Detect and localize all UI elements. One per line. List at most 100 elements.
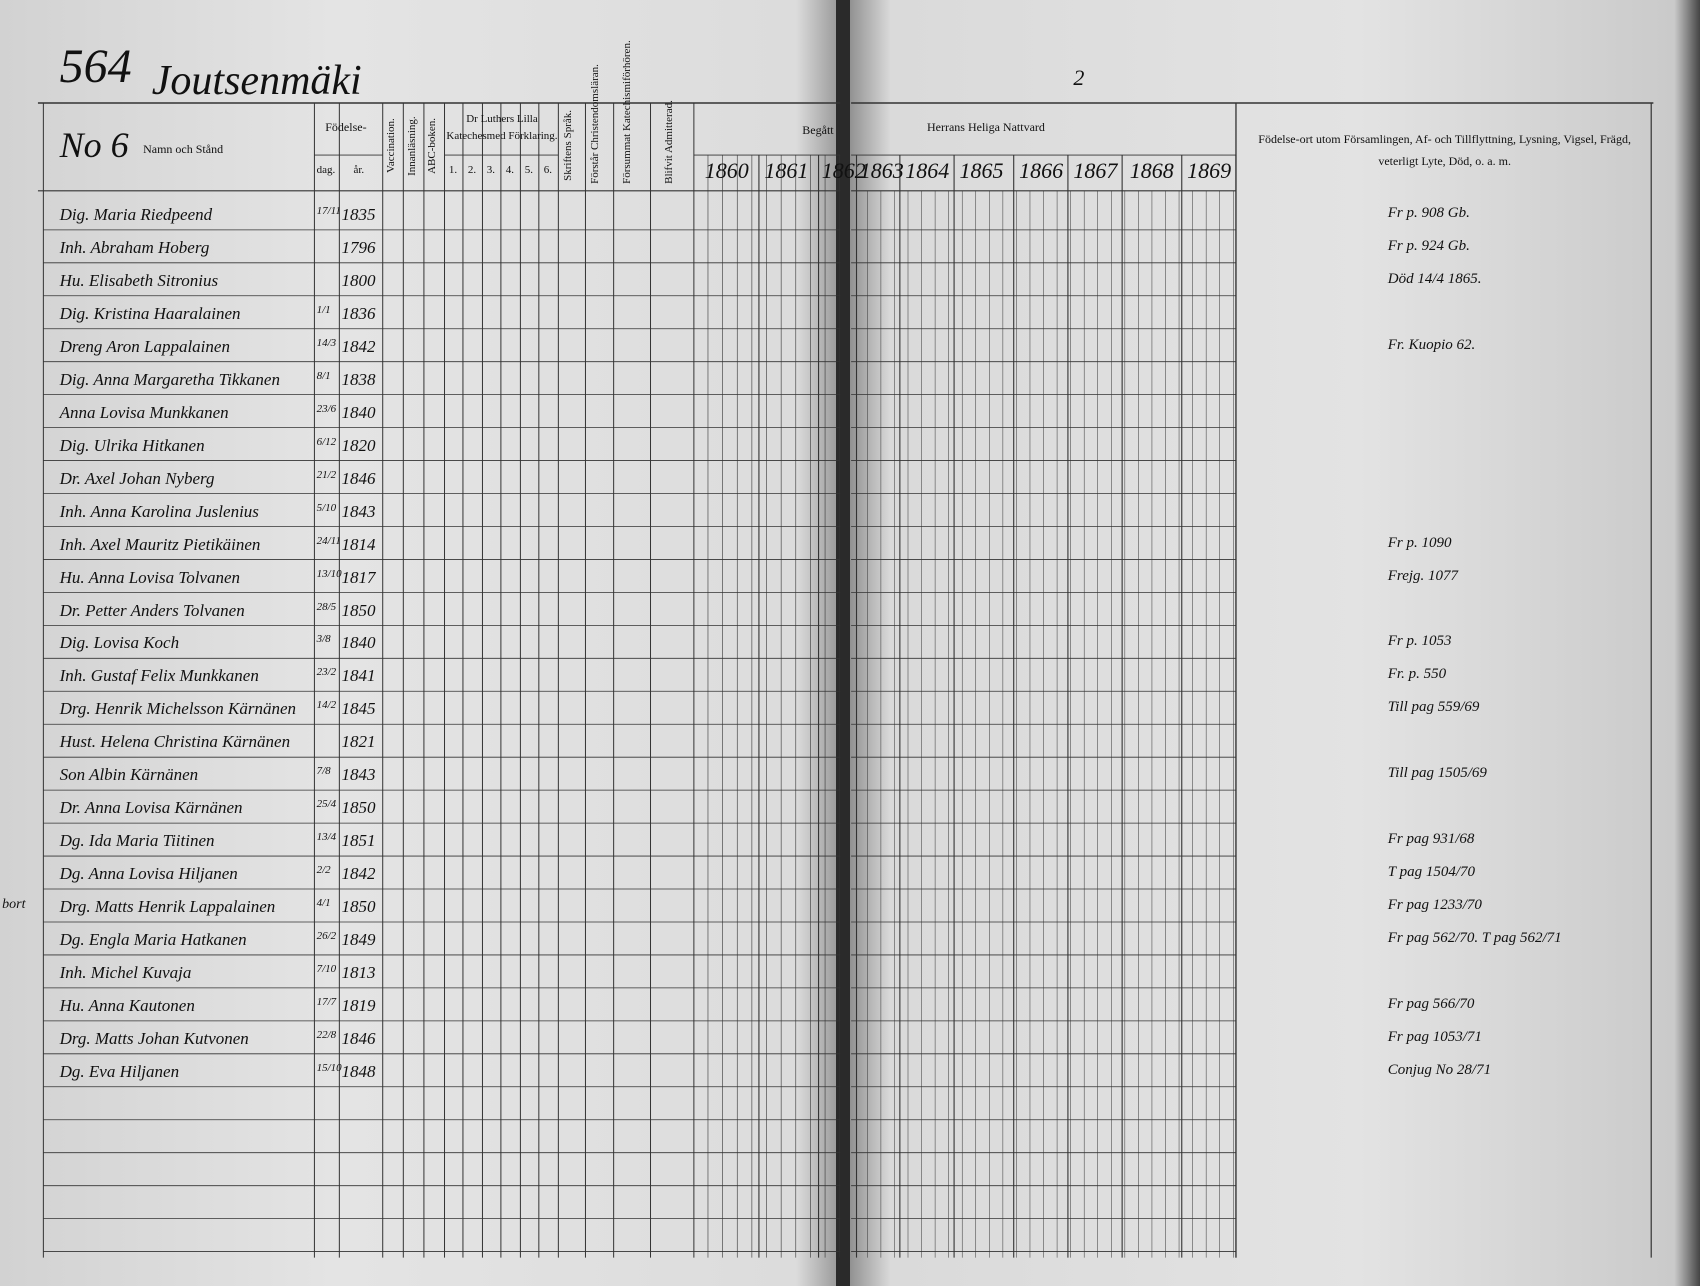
column-scripture: Skriftens Språk. (561, 110, 574, 182)
remark-note: Fr p. 1053 (1387, 633, 1452, 650)
person-name: Dr. Anna Lovisa Kärnänen (59, 798, 243, 818)
left-page (0, 0, 838, 1286)
birth-year: 1841 (341, 666, 376, 686)
birth-day: 26/2 (316, 930, 337, 943)
remark-note: Frejg. 1077 (1387, 567, 1459, 584)
remark-note: Fr pag 1233/70 (1387, 897, 1482, 914)
person-name: Drg. Matts Henrik Lappalainen (59, 897, 276, 917)
column-christendom: Förstår Christendomsläran. (588, 64, 601, 185)
birth-year: 1849 (341, 930, 376, 950)
birth-day: 5/10 (316, 501, 337, 514)
luther-part: 2. (467, 163, 477, 176)
birth-year: 1817 (341, 567, 376, 587)
birth-year: 1819 (341, 996, 376, 1015)
person-name: Drg. Matts Johan Kutvonen (59, 1028, 249, 1048)
remark-note: Fr. p. 550 (1387, 666, 1447, 683)
person-name: Inh. Anna Karolina Juslenius (59, 501, 259, 521)
remark-note: Till pag 1505/69 (1387, 765, 1487, 782)
birth-day: 13/10 (316, 567, 342, 580)
birth-day: 17/7 (316, 996, 337, 1008)
luther-part: 1. (448, 163, 458, 176)
remark-note: Död 14/4 1865. (1387, 270, 1482, 287)
remarks-header: Födelse-ort utom Församlingen, Af- och T… (1258, 131, 1632, 168)
person-name: Anna Lovisa Munkkanen (59, 402, 229, 422)
birth-day: 28/5 (316, 600, 337, 613)
remark-note: Fr p. 908 Gb. (1387, 204, 1470, 221)
person-name: Dig. Ulrika Hitkanen (59, 435, 205, 455)
person-name: Dig. Anna Margaretha Tikkanen (59, 369, 280, 389)
remark-note: Fr. Kuopio 62. (1387, 336, 1476, 353)
entry-number: No 6 (59, 124, 129, 165)
birth-year: 1820 (341, 435, 376, 455)
birth-day: 6/12 (316, 435, 337, 448)
birth-year: 1840 (341, 633, 376, 653)
birth-day: 24/11 (316, 534, 341, 547)
birth-day: 22/8 (316, 1028, 337, 1041)
communion-year: 1865 (959, 158, 1004, 184)
column-abc: ABC-boken. (426, 118, 439, 175)
person-name: Hust. Helena Christina Kärnänen (59, 732, 291, 752)
birth-year: 1842 (341, 336, 376, 356)
birth-day: 14/3 (316, 336, 337, 349)
person-name: Dr. Axel Johan Nyberg (59, 468, 215, 488)
person-name: Dreng Aron Lappalainen (59, 336, 230, 356)
remark-note: Fr pag 566/70 (1387, 996, 1475, 1012)
communion-year: 1862 (821, 158, 866, 184)
birth-day: 23/2 (316, 666, 337, 679)
person-name: Son Albin Kärnänen (59, 765, 199, 785)
person-name: Inh. Gustaf Felix Munkkanen (59, 666, 259, 686)
communion-year: 1863 (859, 158, 904, 184)
birth-day: 3/8 (316, 633, 331, 646)
birth-day: 7/8 (316, 765, 331, 778)
birth-year: 1842 (341, 864, 376, 884)
column-year: år. (353, 163, 365, 176)
birth-day: 21/2 (316, 468, 337, 481)
person-name: Dg. Anna Lovisa Hiljanen (59, 864, 238, 884)
birth-year: 1848 (341, 1061, 376, 1081)
birth-year: 1835 (341, 204, 376, 224)
luther-part: 5. (524, 163, 533, 176)
birth-day: 23/6 (316, 402, 337, 415)
remark-note: Conjug No 28/71 (1387, 1061, 1492, 1078)
communion-year: 1867 (1073, 158, 1118, 184)
person-name: Dg. Eva Hiljanen (59, 1061, 180, 1081)
right-page-number: 2 (1073, 65, 1085, 91)
birth-day: 8/1 (316, 369, 331, 382)
birth-year: 1850 (341, 798, 376, 818)
person-name: Hu. Anna Kautonen (59, 996, 195, 1015)
luther-part: 4. (505, 163, 515, 176)
birth-day: 1/1 (316, 303, 331, 316)
margin-note: bort (2, 897, 26, 913)
communion-year: 1861 (764, 158, 809, 184)
column-missed: Försummat Katechismiförhören. (621, 40, 634, 185)
remark-note: Fr pag 1053/71 (1387, 1028, 1482, 1045)
remark-note: Fr p. 1090 (1387, 534, 1452, 551)
communion-year: 1866 (1019, 158, 1064, 184)
person-name: Hu. Anna Lovisa Tolvanen (59, 567, 241, 587)
column-day: dag. (316, 163, 336, 176)
birth-day: 4/1 (316, 897, 331, 910)
birth-year: 1840 (341, 402, 376, 422)
person-name: Inh. Michel Kuvaja (59, 963, 192, 983)
luther-part: 3. (486, 163, 496, 176)
birth-year: 1846 (341, 468, 376, 488)
column-birth: Födelse- (325, 120, 367, 135)
birth-day: 14/2 (316, 699, 337, 712)
parish-name: Joutsenmäki (151, 57, 362, 104)
remark-note: Till pag 559/69 (1387, 699, 1480, 716)
birth-year: 1846 (341, 1028, 376, 1048)
birth-year: 1796 (341, 237, 376, 257)
remark-note: Fr pag 562/70. T pag 562/71 (1387, 930, 1562, 947)
person-name: Dig. Kristina Haaralainen (59, 303, 241, 323)
person-name: Dig. Lovisa Koch (59, 633, 180, 653)
birth-year: 1850 (341, 600, 376, 620)
birth-day: 7/10 (316, 963, 337, 976)
person-name: Dig. Maria Riedpeend (59, 204, 213, 224)
luther-part: 6. (543, 163, 552, 176)
birth-day: 25/4 (316, 798, 337, 811)
right-page (848, 0, 1700, 1286)
column-luther: Dr Luthers Lilla Katechesmed Förklaring. (446, 112, 558, 142)
column-reading: Innanläsning. (405, 116, 418, 177)
communion-year: 1869 (1187, 158, 1232, 184)
